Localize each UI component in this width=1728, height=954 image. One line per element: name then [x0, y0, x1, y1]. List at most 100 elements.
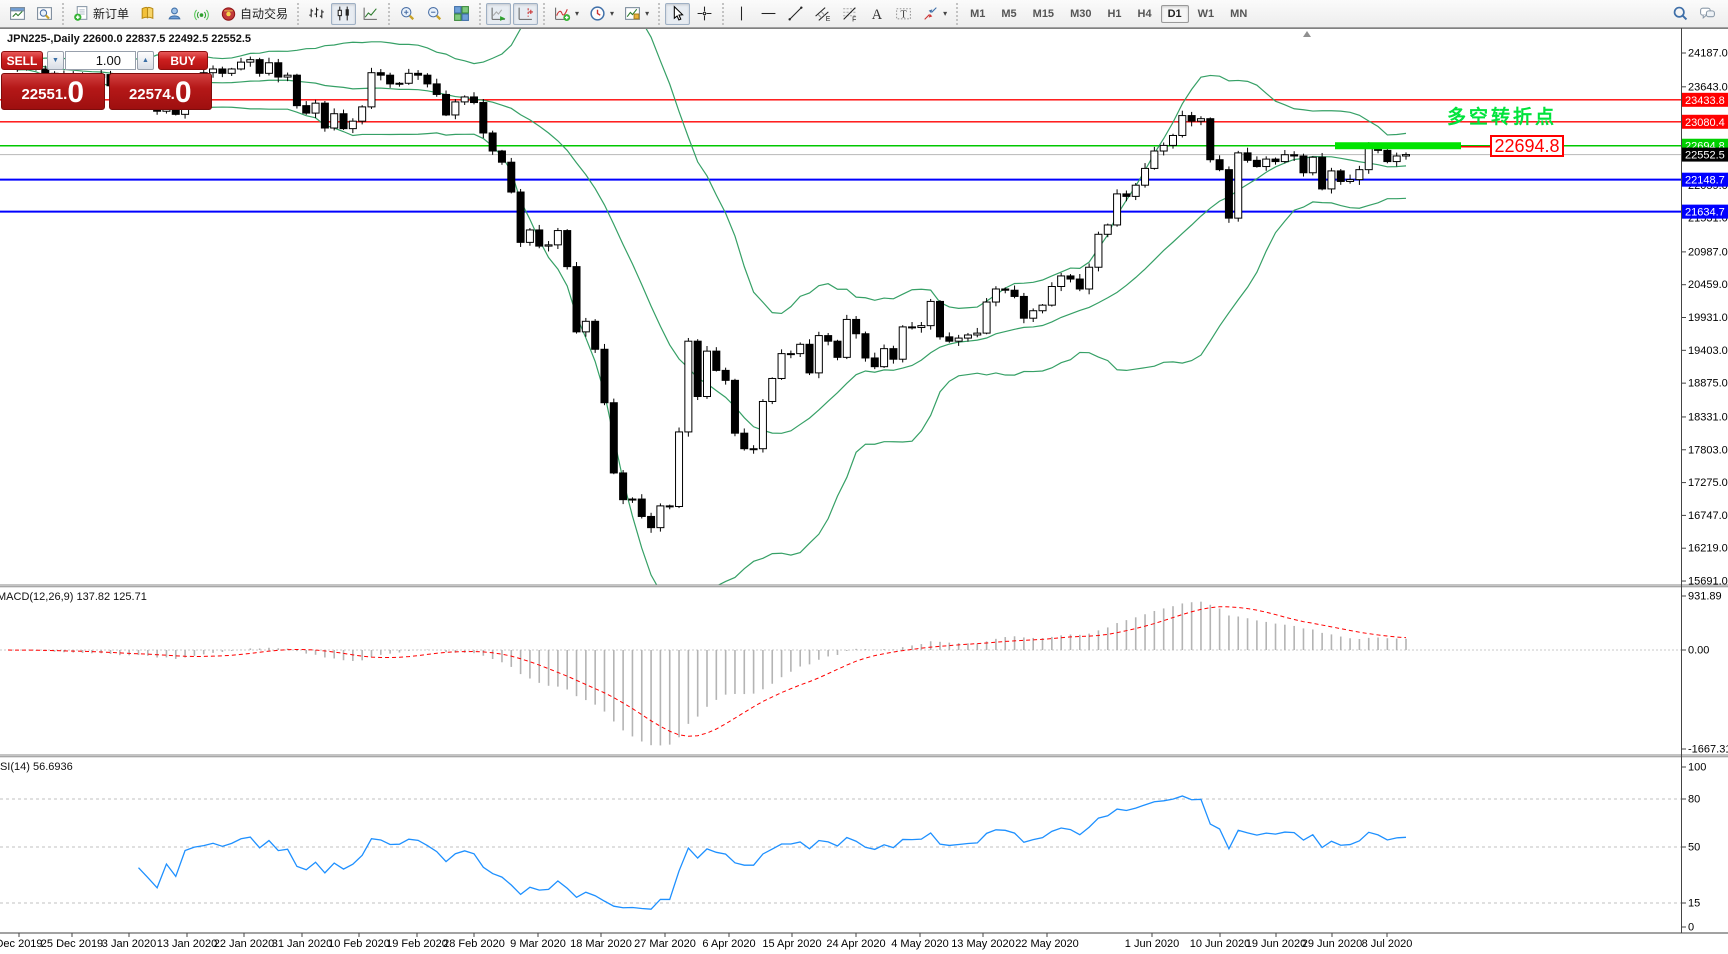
toolbar-group — [0, 3, 62, 25]
label-tool-icon: T — [895, 5, 912, 22]
toolbar-button-label: 自动交易 — [240, 7, 289, 21]
new-order-button[interactable]: 新订单 — [69, 3, 133, 25]
svg-text:23080.4: 23080.4 — [1685, 117, 1725, 129]
signals-button[interactable] — [189, 3, 214, 25]
timeframe-m1[interactable]: M1 — [970, 7, 986, 20]
chart-search-button[interactable] — [32, 3, 57, 25]
candlestick-series — [4, 56, 1410, 533]
toolbar: 新订单 自动交易 ▾ ▾ ▾ E F A T ▾ M1 M5 M15 M30 H1 H4 D1 W1 MN — [0, 0, 1728, 28]
toolbar-group — [388, 2, 479, 25]
buy-price[interactable]: 22574. 0 — [108, 73, 212, 110]
zoom-out-button[interactable] — [422, 3, 447, 25]
timeframe-m5[interactable]: M5 — [1001, 7, 1017, 20]
svg-text:22148.7: 22148.7 — [1685, 175, 1725, 187]
templates-icon — [624, 5, 641, 22]
arrows-button[interactable]: ▾ — [918, 3, 951, 25]
bar-chart-button[interactable] — [304, 3, 329, 25]
volume-increase-button[interactable]: ▲ — [137, 51, 154, 70]
horizontal-line-button[interactable] — [756, 3, 781, 25]
autotrading-button[interactable]: 自动交易 — [216, 3, 292, 25]
volume-decrease-button[interactable]: ▼ — [47, 51, 64, 70]
svg-text:8 Jul 2020: 8 Jul 2020 — [1362, 938, 1413, 950]
fibonacci-button[interactable]: F — [837, 3, 862, 25]
buy-button[interactable]: BUY — [158, 51, 208, 70]
price-callout-box: 22694.8 — [1490, 135, 1564, 157]
price-axis[interactable]: 24187.023643.022059.021531.020987.020459… — [1681, 48, 1728, 588]
indicators-button[interactable]: ▾ — [550, 3, 583, 25]
toolbar-button-label: 新订单 — [93, 7, 130, 21]
svg-text:10 Feb 2020: 10 Feb 2020 — [328, 938, 390, 950]
tile-windows-button[interactable] — [449, 3, 474, 25]
search-icon[interactable] — [1672, 5, 1689, 22]
svg-text:23643.0: 23643.0 — [1688, 81, 1728, 93]
periods-button[interactable]: ▾ — [585, 3, 618, 25]
price-chart[interactable]: 24187.023643.022059.021531.020987.020459… — [0, 28, 1728, 954]
sell-price-main: 22551. — [21, 86, 68, 103]
buy-price-big-digit: 0 — [174, 76, 192, 109]
templates-button[interactable]: ▾ — [620, 3, 653, 25]
cursor-button[interactable] — [665, 2, 691, 25]
svg-text:0: 0 — [1688, 922, 1694, 934]
svg-text:21634.7: 21634.7 — [1685, 207, 1725, 219]
volume-input[interactable] — [65, 51, 136, 70]
bollinger-bands — [7, 29, 1407, 585]
scroll-marker-icon — [1303, 31, 1311, 37]
sell-price[interactable]: 22551. 0 — [1, 73, 105, 110]
svg-text:15691.0: 15691.0 — [1688, 576, 1728, 588]
history-center-button[interactable] — [135, 3, 160, 25]
timeframe-d1[interactable]: D1 — [1160, 4, 1189, 23]
candlestick-chart-button[interactable] — [331, 2, 357, 25]
chart-shift-button[interactable] — [513, 2, 539, 25]
dropdown-caret-icon: ▾ — [610, 9, 615, 18]
sell-button[interactable]: SELL — [1, 51, 43, 70]
signals-icon — [193, 5, 210, 22]
chart-window-button[interactable] — [5, 3, 30, 25]
chat-icon[interactable] — [1699, 5, 1716, 22]
zoom-out-icon — [426, 5, 443, 22]
svg-text:-1667.31: -1667.31 — [1688, 744, 1728, 756]
one-click-trading-panel: SELL ▼ ▲ BUY 22551.0 22574.0 — [1, 51, 212, 110]
svg-text:31 Jan 2020: 31 Jan 2020 — [272, 938, 333, 950]
timeframe-h1[interactable]: H1 — [1107, 7, 1122, 20]
auto-scroll-button[interactable] — [486, 2, 512, 25]
text-button[interactable]: A — [864, 3, 889, 25]
svg-text:4 May 2020: 4 May 2020 — [891, 938, 948, 950]
trendline-button[interactable] — [783, 3, 808, 25]
svg-text:F: F — [852, 16, 856, 22]
svg-text:19 Feb 2020: 19 Feb 2020 — [386, 938, 448, 950]
timeframe-w1[interactable]: W1 — [1197, 7, 1215, 20]
svg-text:17803.0: 17803.0 — [1688, 444, 1728, 456]
chevron-up-icon: ▲ — [142, 57, 149, 64]
crosshair-icon — [696, 5, 713, 22]
toolbar-group: ▾ ▾ ▾ — [543, 2, 658, 25]
timeframe-m15[interactable]: M15 — [1032, 7, 1055, 20]
crosshair-button[interactable] — [692, 3, 717, 25]
timeframe-mn[interactable]: MN — [1230, 7, 1248, 20]
chevron-down-icon: ▼ — [52, 57, 59, 64]
label-button[interactable]: T — [891, 3, 916, 25]
vertical-line-button[interactable] — [729, 3, 754, 25]
price-badge — [1682, 92, 1728, 107]
svg-text:16747.0: 16747.0 — [1688, 510, 1728, 522]
autotrading-icon — [220, 5, 237, 22]
timeframe-h4[interactable]: H4 — [1137, 7, 1152, 20]
svg-text:27 Mar 2020: 27 Mar 2020 — [634, 938, 696, 950]
turning-point-annotation: 多空转折点 — [1447, 107, 1558, 128]
dropdown-caret-icon: ▾ — [943, 9, 948, 18]
svg-text:24187.0: 24187.0 — [1688, 48, 1728, 60]
timeframe-m30[interactable]: M30 — [1070, 7, 1092, 20]
channel-button[interactable]: E — [810, 3, 835, 25]
svg-text:17275.0: 17275.0 — [1688, 477, 1728, 489]
chart-area[interactable]: 24187.023643.022059.021531.020987.020459… — [0, 28, 1728, 954]
publisher-button[interactable] — [162, 3, 187, 25]
chart-title: JPN225-,Daily 22600.0 22837.5 22492.5 22… — [7, 33, 252, 45]
svg-text:1 Jun 2020: 1 Jun 2020 — [1125, 938, 1179, 950]
svg-text:22 Jan 2020: 22 Jan 2020 — [214, 938, 275, 950]
dropdown-caret-icon: ▾ — [575, 9, 580, 18]
line-chart-button[interactable] — [358, 3, 383, 25]
highlight-trendline[interactable] — [1335, 142, 1461, 150]
zoom-in-button[interactable] — [395, 3, 420, 25]
indicators-icon — [554, 5, 571, 22]
rsi-panel — [0, 795, 1681, 910]
